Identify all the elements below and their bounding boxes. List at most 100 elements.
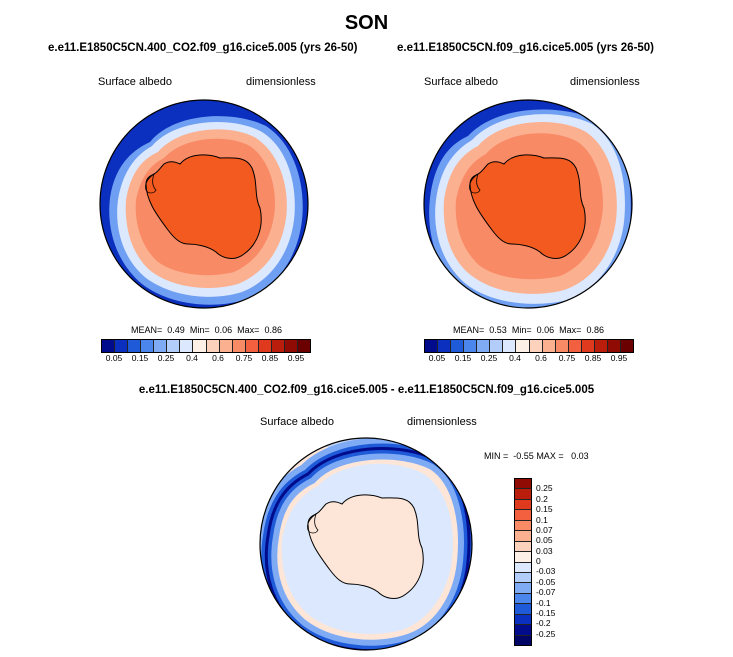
colorbar-swatch: [515, 562, 531, 573]
colorbar-tick-label: 0.05: [105, 353, 123, 363]
colorbar-swatch: [515, 510, 531, 521]
colorbar-swatch: [515, 489, 531, 500]
colorbar-tick-label: 0.1: [536, 514, 548, 525]
panel-3-polar-map: [259, 437, 473, 651]
colorbar-swatch: [515, 552, 531, 563]
panel-1-case-title: e.e11.E1850C5CN.400_CO2.f09_g16.cice5.00…: [48, 42, 358, 54]
panel-1-colorbar: [101, 339, 311, 353]
colorbar-tick-label: 0.4: [509, 353, 521, 363]
colorbar-swatch: [206, 340, 220, 352]
panel-3-stats: MIN = -0.55 MAX = 0.03: [484, 451, 589, 461]
colorbar-swatch: [515, 614, 531, 626]
colorbar-tick-label: -0.07: [536, 587, 556, 598]
colorbar-tick-label: 0.15: [131, 353, 149, 363]
colorbar-swatch: [515, 593, 531, 605]
panel-3-units-label: dimensionless: [407, 416, 477, 428]
colorbar-swatch: [232, 340, 246, 352]
colorbar-swatch: [503, 340, 517, 352]
colorbar-swatch: [515, 625, 531, 636]
panel-2-colorbar: [424, 339, 634, 353]
colorbar-swatch: [515, 635, 531, 645]
colorbar-tick-label: 0.25: [480, 353, 498, 363]
panel-3-peninsula-islands: [307, 513, 319, 534]
panel-2-units-label: dimensionless: [570, 76, 640, 88]
colorbar-swatch: [464, 340, 478, 352]
colorbar-tick-label: 0.03: [536, 545, 553, 556]
colorbar-tick-label: 0.4: [186, 353, 198, 363]
panel-2-peninsula-islands: [469, 173, 481, 194]
panel-3-colorbar: [514, 478, 532, 646]
colorbar-swatch: [594, 340, 608, 352]
colorbar-swatch: [245, 340, 259, 352]
colorbar-tick-label: 0.07: [536, 524, 553, 535]
colorbar-swatch: [258, 340, 272, 352]
panel-2-variable-label: Surface albedo: [424, 76, 498, 88]
panel-2-case-title: e.e11.E1850C5CN.f09_g16.cice5.005 (yrs 2…: [397, 42, 655, 54]
panel-1-peninsula-islands: [145, 173, 157, 194]
colorbar-swatch: [515, 520, 531, 532]
colorbar-swatch: [516, 340, 530, 352]
colorbar-tick-label: -0.25: [536, 628, 556, 639]
colorbar-tick-label: -0.2: [536, 618, 551, 629]
colorbar-swatch: [529, 340, 543, 352]
colorbar-swatch: [167, 340, 181, 352]
colorbar-tick-label: -0.1: [536, 597, 551, 608]
colorbar-swatch: [438, 340, 452, 352]
panel-2-stats: MEAN= 0.53 Min= 0.06 Max= 0.86: [453, 325, 604, 335]
colorbar-tick-label: 0.95: [287, 353, 305, 363]
colorbar-tick-label: 0.15: [536, 504, 553, 515]
colorbar-swatch: [284, 340, 298, 352]
panel-1-map-border: [99, 99, 309, 309]
colorbar-swatch: [115, 340, 129, 352]
colorbar-swatch: [607, 340, 621, 352]
colorbar-swatch: [271, 340, 285, 352]
colorbar-swatch: [425, 340, 439, 352]
colorbar-swatch: [620, 340, 633, 352]
figure-title: SON: [344, 12, 389, 34]
panel-3-case-title: e.e11.E1850C5CN.400_CO2.f09_g16.cice5.00…: [138, 384, 595, 396]
colorbar-tick-label: -0.05: [536, 576, 556, 587]
colorbar-swatch: [542, 340, 556, 352]
colorbar-tick-label: 0.05: [536, 535, 553, 546]
colorbar-swatch: [451, 340, 465, 352]
colorbar-swatch: [297, 340, 310, 352]
panel-1-colorbar-ticks: 0.05 0.15 0.25 0.4 0.6 0.75 0.85 0.95: [101, 353, 309, 365]
colorbar-tick-label: 0.85: [261, 353, 279, 363]
panel-2-colorbar-ticks: 0.05 0.15 0.25 0.4 0.6 0.75 0.85 0.95: [424, 353, 632, 365]
colorbar-swatch: [193, 340, 207, 352]
panel-2-map-border: [423, 99, 633, 309]
colorbar-tick-label: 0.25: [536, 483, 553, 494]
colorbar-swatch: [515, 583, 531, 594]
colorbar-swatch: [515, 604, 531, 615]
colorbar-swatch: [568, 340, 582, 352]
colorbar-tick-label: 0.6: [535, 353, 547, 363]
colorbar-tick-label: 0: [536, 556, 541, 566]
colorbar-swatch: [515, 499, 531, 511]
colorbar-tick-label: 0.2: [536, 493, 548, 504]
colorbar-tick-label: 0.75: [235, 353, 253, 363]
colorbar-swatch: [490, 340, 504, 352]
colorbar-tick-label: 0.6: [212, 353, 224, 363]
colorbar-swatch: [515, 531, 531, 542]
panel-1-polar-map: [99, 99, 309, 309]
colorbar-tick-label: 0.95: [610, 353, 628, 363]
colorbar-tick-label: 0.05: [428, 353, 446, 363]
colorbar-swatch: [515, 479, 531, 490]
colorbar-swatch: [515, 541, 531, 553]
panel-2-polar-map: [423, 99, 633, 309]
colorbar-tick-label: -0.03: [536, 566, 556, 577]
panel-1-variable-label: Surface albedo: [98, 76, 172, 88]
colorbar-tick-label: -0.15: [536, 607, 556, 618]
panel-3-map-border: [259, 437, 473, 651]
colorbar-swatch: [102, 340, 116, 352]
colorbar-tick-label: 0.85: [584, 353, 602, 363]
panel-3-colorbar-ticks: 0.25 0.2 0.15 0.1 0.07 0.05 0.03 0 -0.03 -0.05 -0.…: [536, 478, 576, 644]
colorbar-tick-label: 0.15: [454, 353, 472, 363]
colorbar-swatch: [128, 340, 142, 352]
colorbar-swatch: [141, 340, 155, 352]
colorbar-swatch: [154, 340, 168, 352]
panel-3-variable-label: Surface albedo: [260, 416, 334, 428]
colorbar-swatch: [477, 340, 491, 352]
panel-1-units-label: dimensionless: [246, 76, 316, 88]
colorbar-swatch: [219, 340, 233, 352]
